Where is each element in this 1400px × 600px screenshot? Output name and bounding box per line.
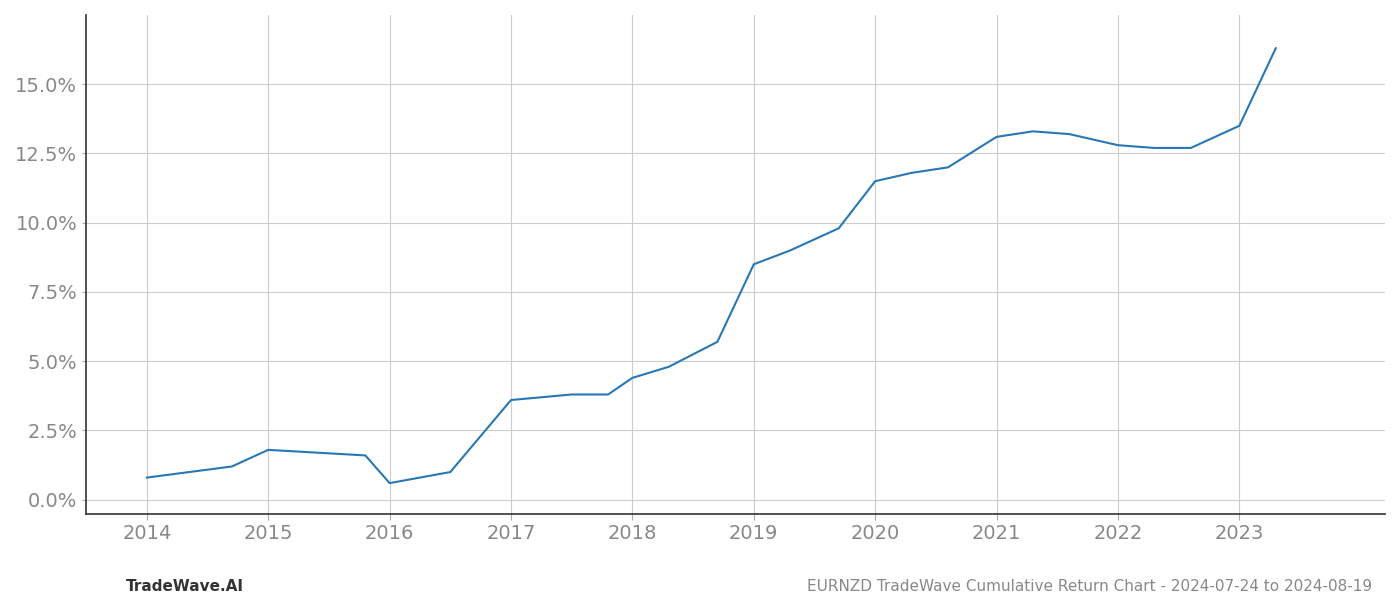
Text: TradeWave.AI: TradeWave.AI (126, 579, 244, 594)
Text: EURNZD TradeWave Cumulative Return Chart - 2024-07-24 to 2024-08-19: EURNZD TradeWave Cumulative Return Chart… (806, 579, 1372, 594)
